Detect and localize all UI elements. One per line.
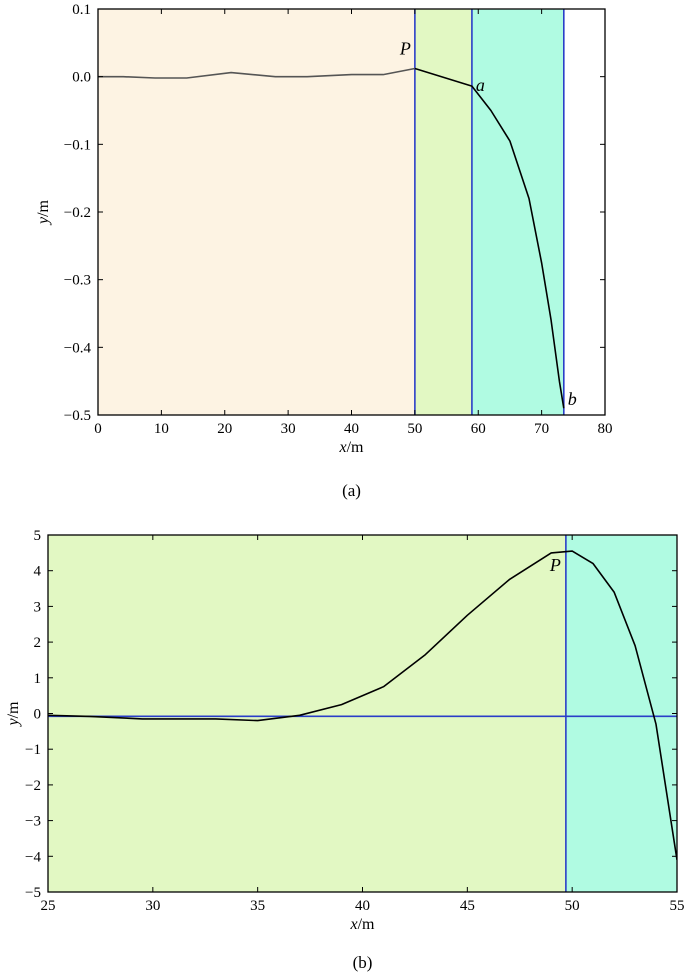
y-tick-label-b-10: −5: [25, 885, 41, 901]
x-tick-label-b-1: 30: [145, 898, 160, 914]
x-tick-label-a-8: 80: [598, 421, 613, 437]
y-tick-label-b-5: 0: [34, 707, 42, 723]
y-tick-label-b-4: 1: [34, 671, 42, 687]
caption-a: (a): [342, 481, 361, 500]
y-tick-label-a-3: −0.2: [64, 205, 91, 221]
x-tick-label-a-4: 40: [344, 421, 359, 437]
chart-a: 0 10 20 30 40 50 60 70 80 0.1 0.0 −0.1 −0.2 −0.3 −0.4 −…: [35, 2, 613, 500]
x-tick-label-b-4: 45: [460, 898, 475, 914]
caption-b: (b): [353, 953, 373, 972]
annotation-a-a: a: [476, 75, 485, 95]
y-tick-label-b-8: −3: [25, 814, 41, 830]
y-tick-label-b-2: 3: [34, 599, 42, 615]
x-axis-label-a: x/m: [339, 439, 365, 456]
y-axis-label-a: y/m: [35, 199, 52, 226]
annotation-a-b: b: [568, 389, 577, 409]
region-a-3: [471, 9, 564, 415]
y-tick-label-b-6: −1: [25, 742, 41, 758]
series-line-b-1: [48, 550, 677, 861]
x-tick-label-a-3: 30: [281, 421, 296, 437]
x-tick-label-b-5: 50: [565, 898, 580, 914]
y-tick-label-b-9: −4: [25, 849, 41, 865]
x-tick-label-a-5: 50: [407, 421, 422, 437]
x-tick-label-b-0: 25: [41, 898, 56, 914]
y-tick-label-a-4: −0.3: [64, 273, 91, 289]
x-tick-label-a-2: 20: [217, 421, 232, 437]
region-a-1: [98, 9, 415, 415]
x-tick-label-a-7: 70: [534, 421, 549, 437]
y-tick-label-a-6: −0.5: [64, 408, 91, 424]
y-tick-label-b-3: 2: [34, 635, 42, 651]
annotation-b-P: P: [549, 555, 561, 575]
annotation-a-P: P: [399, 39, 411, 59]
x-tick-label-a-0: 0: [94, 421, 102, 437]
x-axis-label-b: x/m: [350, 916, 376, 933]
series-line-a-2: [414, 67, 565, 409]
y-tick-label-a-2: −0.1: [64, 137, 91, 153]
x-tick-label-b-3: 40: [355, 898, 370, 914]
series-line-a-1: [98, 67, 416, 79]
region-a-2: [414, 9, 472, 415]
x-tick-label-b-2: 35: [250, 898, 265, 914]
y-tick-label-a-1: 0.0: [72, 70, 91, 86]
x-tick-label-b-6: 55: [670, 898, 685, 914]
y-axis-label-b: y/m: [5, 701, 22, 728]
y-tick-label-a-5: −0.4: [64, 340, 92, 356]
region-b-2: [565, 535, 677, 892]
x-tick-label-a-1: 10: [154, 421, 169, 437]
y-tick-label-b-0: 5: [34, 528, 42, 544]
x-tick-label-a-6: 60: [471, 421, 486, 437]
y-tick-label-a-0: 0.1: [72, 2, 91, 18]
y-tick-label-b-1: 4: [34, 564, 42, 580]
y-tick-label-b-7: −2: [25, 778, 41, 794]
